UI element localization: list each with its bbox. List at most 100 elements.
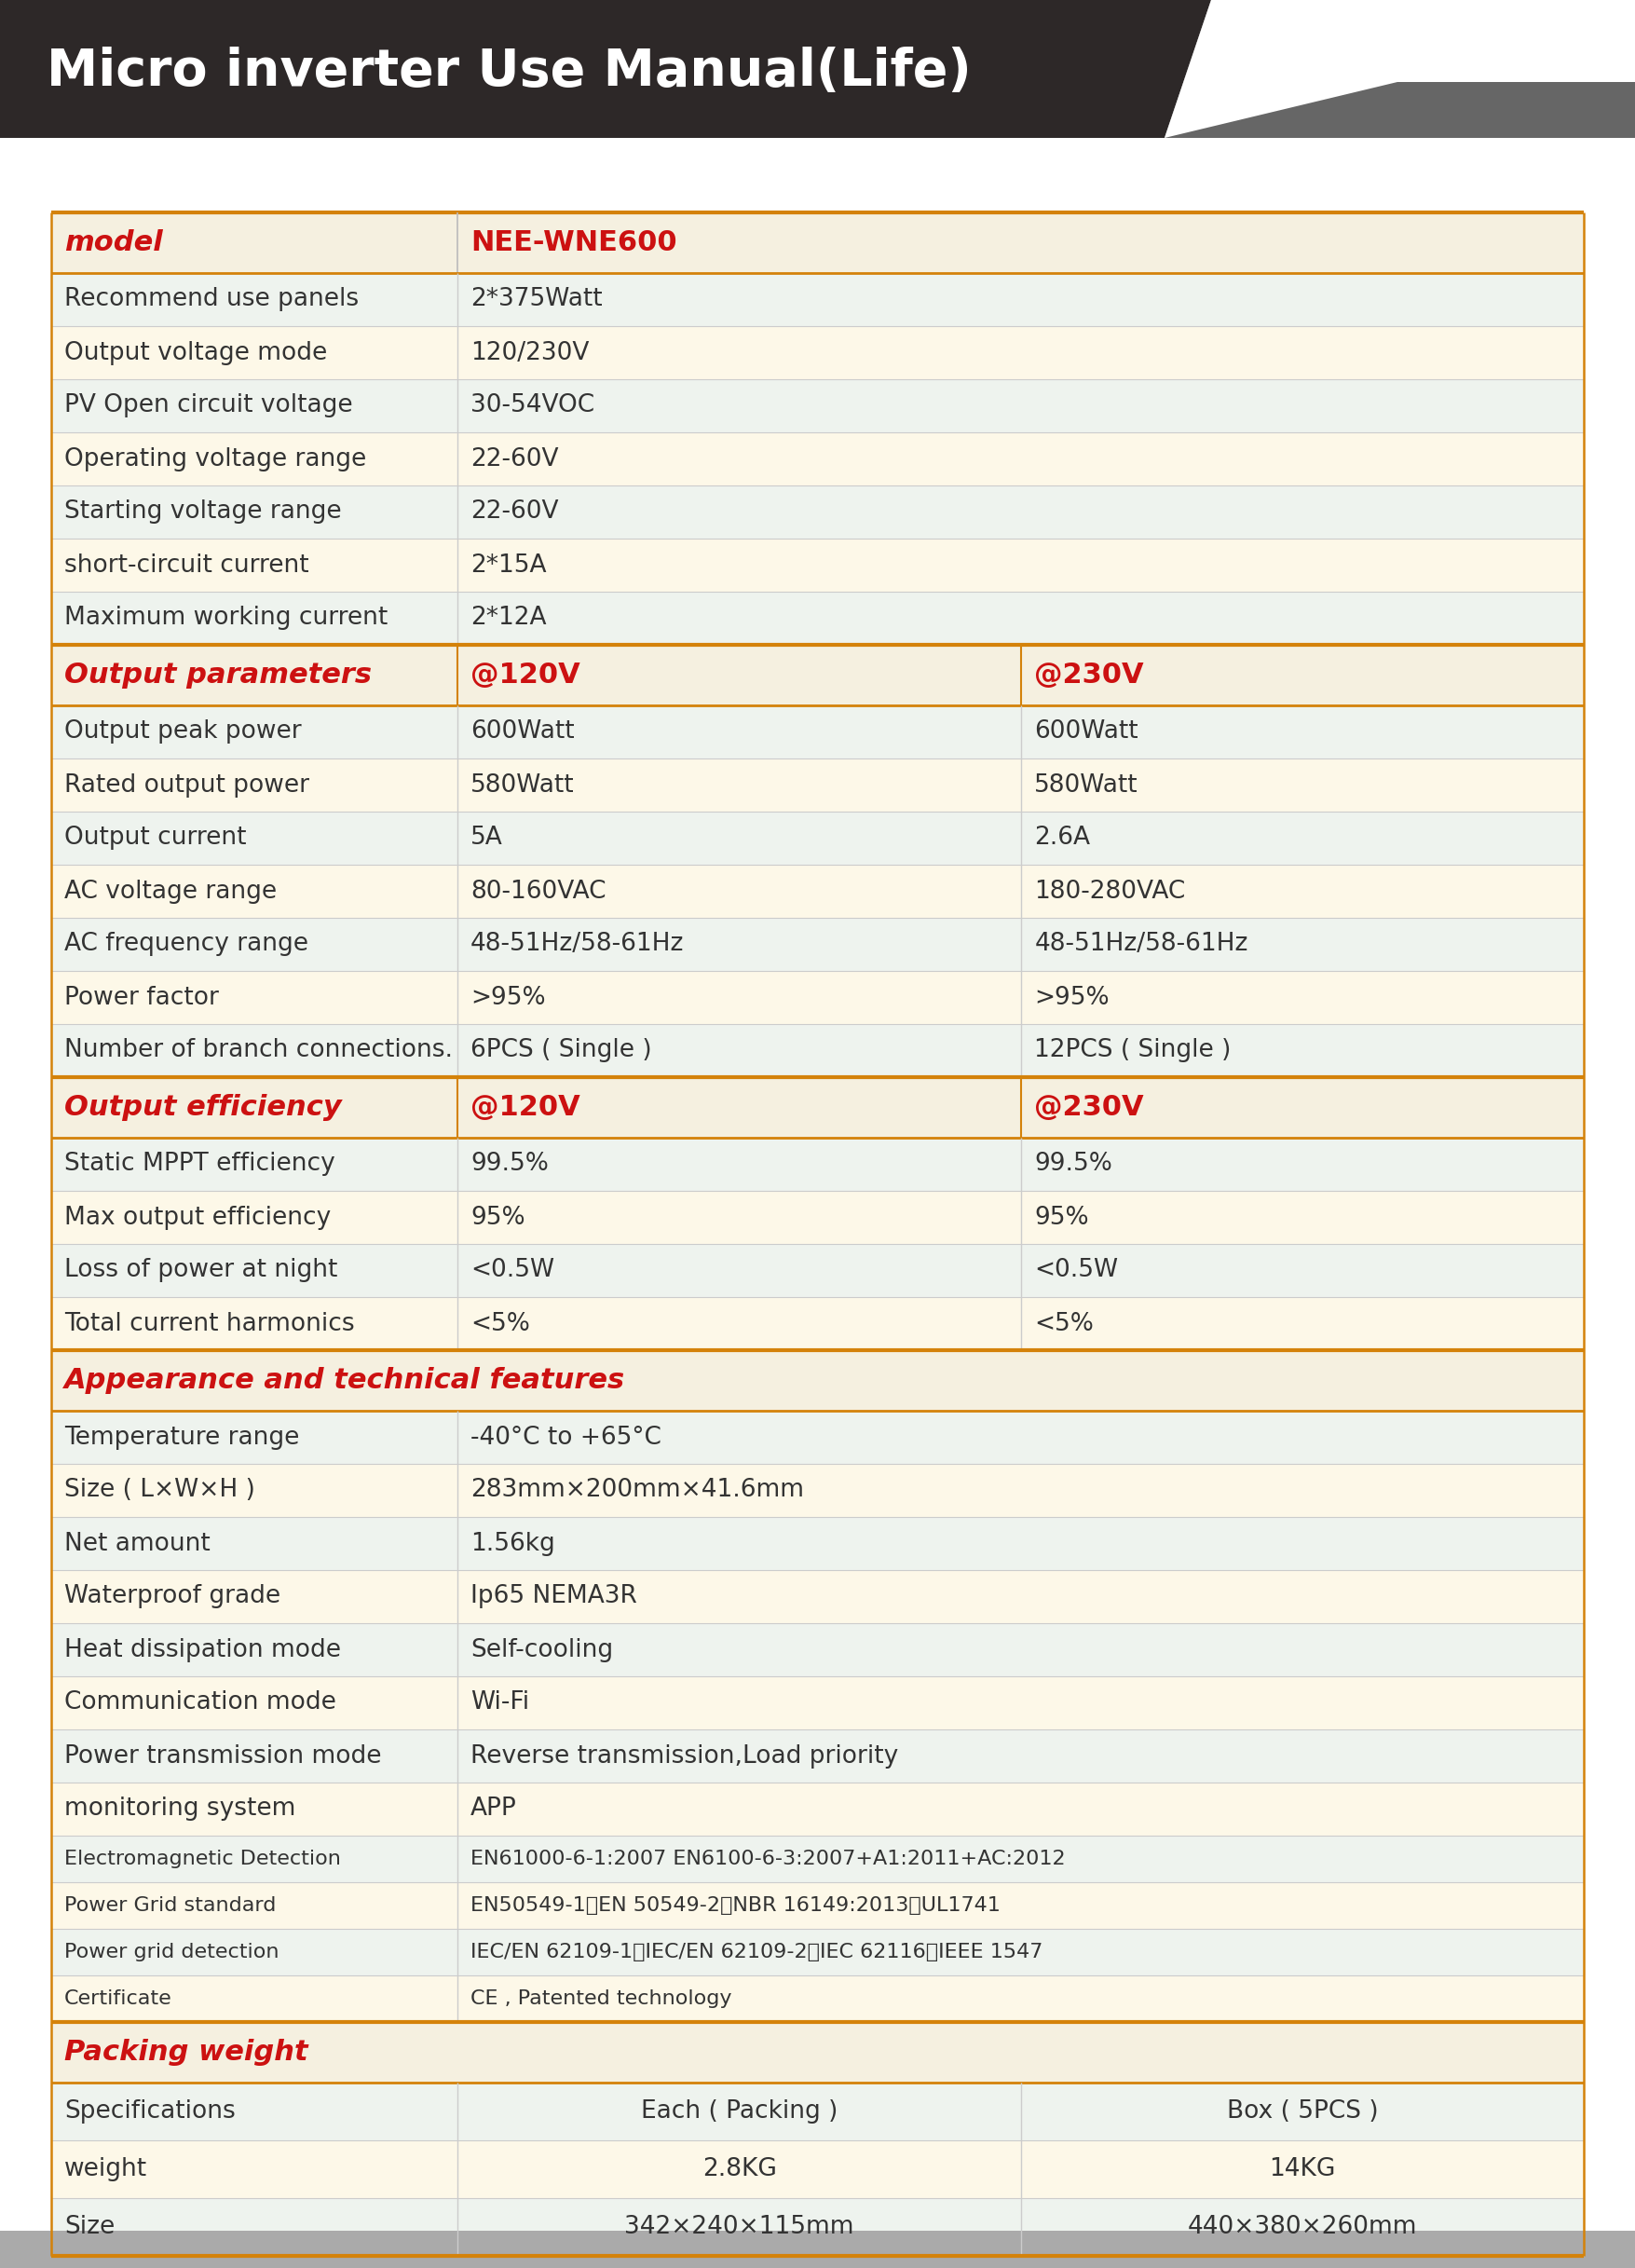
Bar	[51, 2082, 1584, 2141]
Bar	[51, 644, 1584, 705]
Text: 99.5%: 99.5%	[471, 1152, 548, 1177]
Bar	[51, 1411, 1584, 1463]
Text: 440×380×260mm: 440×380×260mm	[1187, 2216, 1418, 2239]
Text: 99.5%: 99.5%	[1035, 1152, 1112, 1177]
Text: <5%: <5%	[1035, 1311, 1094, 1336]
Bar	[51, 272, 1584, 327]
Bar	[51, 1517, 1584, 1569]
Bar	[51, 1191, 1584, 1243]
Text: @230V: @230V	[1035, 662, 1144, 689]
Text: Output current: Output current	[64, 826, 247, 850]
Bar	[51, 1243, 1584, 1297]
Bar	[51, 327, 1584, 379]
Bar	[51, 1835, 1584, 1882]
Text: 2*15A: 2*15A	[471, 553, 546, 578]
Text: 30-54VOC: 30-54VOC	[471, 395, 595, 417]
Bar	[51, 1882, 1584, 1928]
Text: Recommend use panels: Recommend use panels	[64, 288, 358, 311]
Text: 580Watt: 580Watt	[1035, 773, 1138, 796]
Bar	[51, 213, 1584, 272]
Text: Micro inverter Use Manual(Life): Micro inverter Use Manual(Life)	[46, 48, 971, 98]
Text: 12PCS ( Single ): 12PCS ( Single )	[1035, 1039, 1231, 1064]
Bar	[51, 2023, 1584, 2082]
Text: Power factor: Power factor	[64, 984, 219, 1009]
Text: AC frequency range: AC frequency range	[64, 932, 309, 957]
Text: 6PCS ( Single ): 6PCS ( Single )	[471, 1039, 652, 1064]
Text: monitoring system: monitoring system	[64, 1796, 296, 1821]
Bar	[51, 1730, 1584, 1783]
Text: Each ( Packing ): Each ( Packing )	[641, 2100, 837, 2123]
Text: 180-280VAC: 180-280VAC	[1035, 880, 1185, 903]
Text: 48-51Hz/58-61Hz: 48-51Hz/58-61Hz	[471, 932, 683, 957]
Bar	[51, 1569, 1584, 1624]
Bar	[51, 1928, 1584, 1975]
Text: 283mm×200mm×41.6mm: 283mm×200mm×41.6mm	[471, 1479, 804, 1501]
Text: Heat dissipation mode: Heat dissipation mode	[64, 1637, 342, 1662]
Text: Reverse transmission,Load priority: Reverse transmission,Load priority	[471, 1744, 898, 1769]
Text: 1.56kg: 1.56kg	[471, 1531, 554, 1556]
Text: 600Watt: 600Watt	[1035, 719, 1138, 744]
Bar	[51, 919, 1584, 971]
Text: 580Watt: 580Watt	[471, 773, 574, 796]
Text: Self-cooling: Self-cooling	[471, 1637, 613, 1662]
Text: 80-160VAC: 80-160VAC	[471, 880, 607, 903]
Bar	[51, 1624, 1584, 1676]
Text: <0.5W: <0.5W	[471, 1259, 554, 1284]
Bar	[51, 485, 1584, 538]
Text: Size ( L×W×H ): Size ( L×W×H )	[64, 1479, 255, 1501]
Text: EN61000-6-1:2007 EN6100-6-3:2007+A1:2011+AC:2012: EN61000-6-1:2007 EN6100-6-3:2007+A1:2011…	[471, 1851, 1066, 1869]
Bar	[51, 379, 1584, 433]
Text: Operating voltage range: Operating voltage range	[64, 447, 366, 472]
Text: Max output efficiency: Max output efficiency	[64, 1204, 330, 1229]
Text: short-circuit current: short-circuit current	[64, 553, 309, 578]
Text: 2*12A: 2*12A	[471, 606, 546, 631]
Text: 95%: 95%	[1035, 1204, 1089, 1229]
Bar	[51, 592, 1584, 644]
Text: Output parameters: Output parameters	[64, 662, 371, 689]
Text: Loss of power at night: Loss of power at night	[64, 1259, 337, 1284]
Bar	[0, 2232, 1635, 2268]
Bar	[51, 1139, 1584, 1191]
Bar	[51, 1077, 1584, 1139]
Text: 5A: 5A	[471, 826, 504, 850]
Text: Packing weight: Packing weight	[64, 2039, 307, 2066]
Text: Starting voltage range: Starting voltage range	[64, 499, 342, 524]
Bar	[51, 971, 1584, 1025]
Text: Waterproof grade: Waterproof grade	[64, 1585, 281, 1608]
Text: @230V: @230V	[1035, 1093, 1144, 1120]
Text: 2.8KG: 2.8KG	[701, 2157, 777, 2182]
Text: Power Grid standard: Power Grid standard	[64, 1896, 276, 1914]
Text: Power transmission mode: Power transmission mode	[64, 1744, 381, 1769]
Bar	[51, 1676, 1584, 1730]
Polygon shape	[0, 0, 1212, 138]
Text: Output voltage mode: Output voltage mode	[64, 340, 327, 365]
Text: <5%: <5%	[471, 1311, 530, 1336]
Bar	[51, 433, 1584, 485]
Text: Wi-Fi: Wi-Fi	[471, 1690, 530, 1715]
Bar	[51, 812, 1584, 864]
Text: Total current harmonics: Total current harmonics	[64, 1311, 355, 1336]
Text: NEE-WNE600: NEE-WNE600	[471, 229, 677, 256]
Text: >95%: >95%	[471, 984, 546, 1009]
Text: Communication mode: Communication mode	[64, 1690, 337, 1715]
Text: Size: Size	[64, 2216, 114, 2239]
Text: APP: APP	[471, 1796, 517, 1821]
Bar	[51, 1025, 1584, 1077]
Bar	[51, 1349, 1584, 1411]
Text: Power grid detection: Power grid detection	[64, 1944, 280, 1962]
Text: <0.5W: <0.5W	[1035, 1259, 1118, 1284]
Text: PV Open circuit voltage: PV Open circuit voltage	[64, 395, 353, 417]
Text: Ip65 NEMA3R: Ip65 NEMA3R	[471, 1585, 638, 1608]
Bar	[51, 1783, 1584, 1835]
Bar	[51, 1975, 1584, 2023]
Text: 48-51Hz/58-61Hz: 48-51Hz/58-61Hz	[1035, 932, 1248, 957]
Text: AC voltage range: AC voltage range	[64, 880, 276, 903]
Text: 14KG: 14KG	[1269, 2157, 1336, 2182]
Bar	[51, 705, 1584, 758]
Text: model: model	[64, 229, 164, 256]
Text: Electromagnetic Detection: Electromagnetic Detection	[64, 1851, 340, 1869]
Text: Box ( 5PCS ): Box ( 5PCS )	[1226, 2100, 1378, 2123]
Text: 2*375Watt: 2*375Watt	[471, 288, 602, 311]
Text: Rated output power: Rated output power	[64, 773, 309, 796]
Text: 600Watt: 600Watt	[471, 719, 574, 744]
